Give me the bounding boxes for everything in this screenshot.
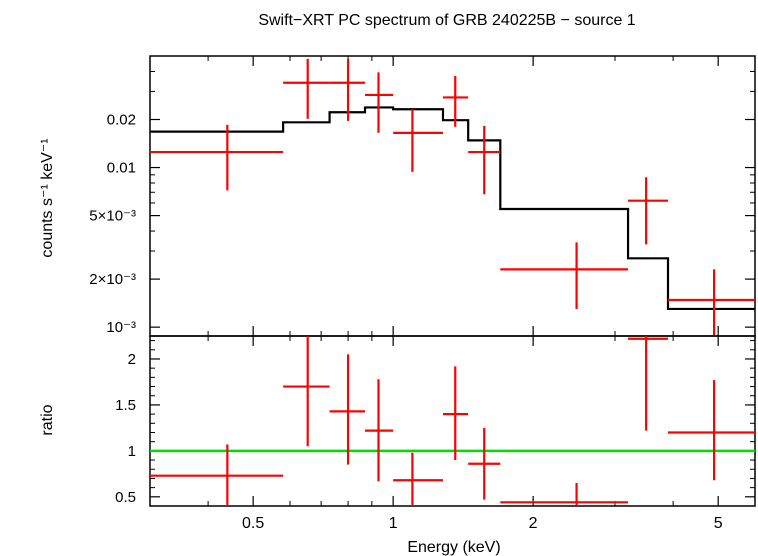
y-tick-label: 1.5 (115, 397, 136, 414)
x-tick-label: 2 (529, 515, 538, 532)
y-tick-label: 2×10⁻³ (89, 271, 136, 288)
x-tick-label: 5 (714, 515, 723, 532)
y-tick-label: 0.02 (107, 112, 136, 129)
ratio-panel: 0.5 1 2 5 0.5 1 1.5 2 (115, 335, 756, 532)
y-tick-label: 5×10⁻³ (89, 208, 136, 225)
model-step-line (150, 106, 755, 311)
chart-title: Swift−XRT PC spectrum of GRB 240225B − s… (258, 12, 635, 29)
y-tick-label: 0.01 (107, 160, 136, 177)
x-axis-label: Energy (keV) (407, 539, 500, 556)
y-tick-label: 0.5 (115, 489, 136, 506)
y-tick-label: 2 (128, 351, 136, 368)
ratio-frame (149, 335, 756, 507)
x-tick-label: 1 (389, 515, 398, 532)
x-tick-label: 0.5 (242, 515, 264, 532)
y-tick-label: 10⁻³ (106, 319, 136, 336)
y-axis-label-ratio: ratio (39, 404, 56, 435)
y-tick-label: 1 (128, 443, 136, 460)
y-axis-label-spectrum: counts s⁻¹ keV⁻¹ (39, 138, 56, 257)
spectrum-panel: 0.02 0.01 5×10⁻³ 2×10⁻³ 10⁻³ (89, 55, 756, 337)
